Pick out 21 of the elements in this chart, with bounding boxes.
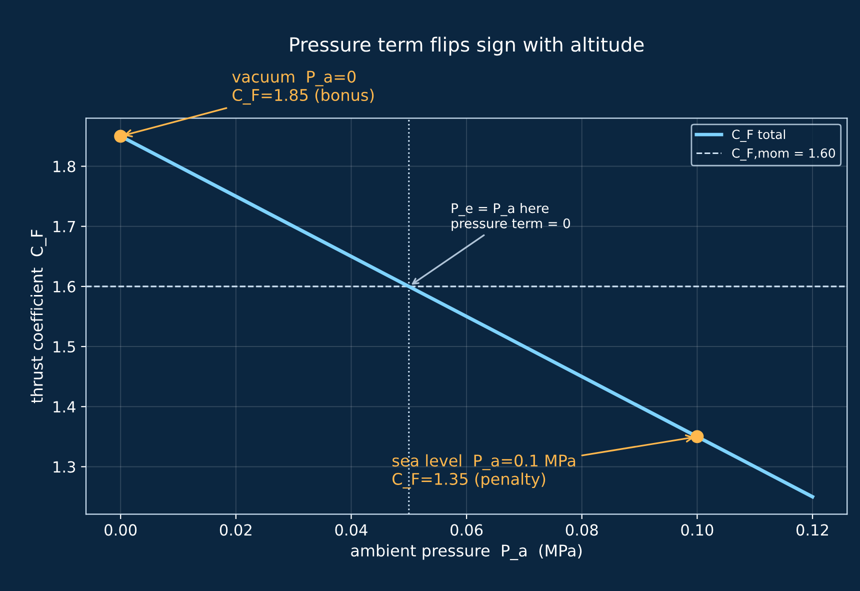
x-axis-title: ambient pressure P_a (MPa) xyxy=(351,544,582,560)
y-tick-label: 1.3 xyxy=(54,461,76,473)
y-tick-label: 1.5 xyxy=(54,341,75,353)
x-tick-label: 0.12 xyxy=(796,524,828,536)
y-tick-label: 1.4 xyxy=(54,401,76,412)
x-tick-label: 0.10 xyxy=(681,524,714,536)
x-tick-label: 0.04 xyxy=(335,524,368,536)
x-tick-label: 0.06 xyxy=(450,524,483,536)
annotation: sea level P_a=0.1 MPa C_F=1.35 (penalty) xyxy=(392,454,576,488)
legend-label: C_F total xyxy=(732,129,786,142)
y-tick-label: 1.8 xyxy=(54,160,76,172)
y-axis-title: thrust coefficient C_F xyxy=(30,230,46,404)
x-tick-label: 0.08 xyxy=(566,524,598,536)
legend-label: C_F,mom = 1.60 xyxy=(732,148,836,161)
y-tick-label: 1.6 xyxy=(54,280,76,292)
x-tick-label: 0.00 xyxy=(104,524,137,536)
chart-title: Pressure term flips sign with altitude xyxy=(290,36,644,56)
x-tick-label: 0.02 xyxy=(220,524,252,536)
annotation: vacuum P_a=0 C_F=1.85 (bonus) xyxy=(232,70,374,105)
y-tick-label: 1.7 xyxy=(54,221,75,232)
annotation: P_e = P_a here pressure term = 0 xyxy=(452,202,570,231)
